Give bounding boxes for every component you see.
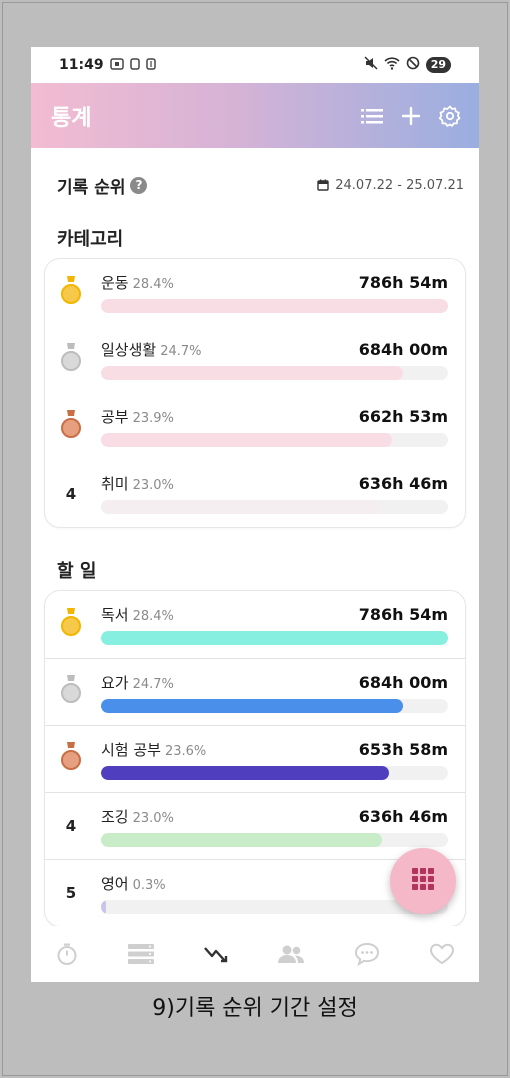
item-duration: 684h 00m [358, 672, 448, 692]
screenshot-caption: 9)기록 순위 기간 설정 [152, 996, 358, 1021]
item-percent: 28.4% [132, 277, 174, 292]
ranking-header: 기록 순위 ? 24.07.22 - 25.07.21 [44, 148, 466, 222]
progress-track [101, 299, 448, 313]
grid-icon [410, 866, 436, 896]
gear-icon[interactable] [439, 105, 461, 127]
item-duration: 662h 53m [358, 407, 448, 426]
list-item[interactable]: 공부 23.9% 662h 53m [45, 393, 465, 460]
item-name: 영어 [101, 874, 129, 893]
friends-icon[interactable] [277, 944, 305, 964]
ranking-title: 기록 순위 [57, 177, 126, 198]
bronze-medal-icon [60, 740, 82, 778]
item-duration: 786h 54m [358, 273, 448, 292]
list-icon[interactable] [361, 107, 383, 125]
help-icon[interactable]: ? [130, 176, 148, 194]
phone-screen: 11:49 29 통계 [31, 47, 479, 982]
grid-fab-button[interactable] [390, 848, 456, 914]
status-bar: 11:49 29 [31, 47, 479, 83]
item-name: 운동 [101, 274, 129, 292]
progress-track [101, 433, 448, 447]
list-item[interactable]: 시험 공부 23.6% 653h 58m [45, 725, 465, 792]
list-item[interactable]: 독서 28.4% 786h 54m [45, 591, 465, 658]
item-percent: 23.0% [132, 478, 174, 493]
progress-bar [101, 899, 107, 914]
item-duration: 786h 54m [358, 605, 448, 624]
item-name: 독서 [101, 606, 129, 624]
progress-bar [101, 366, 403, 380]
progress-track [101, 698, 448, 713]
timer-icon[interactable] [55, 942, 79, 966]
page-title: 통계 [51, 105, 92, 131]
progress-track [101, 631, 448, 645]
progress-bar [101, 433, 393, 447]
item-duration: 684h 00m [358, 340, 448, 359]
chat-icon[interactable] [354, 942, 380, 966]
progress-track [101, 765, 448, 780]
progress-bar [101, 500, 383, 514]
progress-track [101, 500, 448, 514]
todo-section-title: 할 일 [57, 561, 97, 582]
battery-indicator: 29 [425, 57, 451, 73]
item-percent: 28.4% [132, 609, 174, 624]
app-bar: 통계 [31, 83, 479, 148]
date-range-text: 24.07.22 - 25.07.21 [335, 177, 464, 193]
list-icon[interactable] [127, 943, 154, 965]
mute-icon [364, 56, 378, 74]
list-item[interactable]: 4 조깅 23.0% 636h 46m [45, 792, 465, 859]
list-item[interactable]: 요가 24.7% 684h 00m [45, 658, 465, 725]
progress-track [101, 899, 448, 914]
progress-bar [101, 832, 383, 847]
date-range-selector[interactable]: 24.07.22 - 25.07.21 [317, 178, 464, 193]
progress-bar [101, 698, 403, 713]
add-icon[interactable] [401, 106, 421, 126]
item-name: 요가 [101, 673, 129, 692]
item-percent: 0.3% [132, 877, 166, 893]
notification-icon [145, 57, 156, 73]
progress-bar [101, 765, 389, 780]
progress-bar [101, 631, 448, 645]
category-section-title: 카테고리 [57, 229, 124, 250]
stats-icon[interactable] [203, 944, 229, 964]
list-item[interactable]: 4 취미 23.0% 636h 46m [45, 460, 465, 527]
item-name: 일상생활 [101, 341, 157, 359]
bronze-medal-icon [60, 408, 82, 446]
screenshot-icon [109, 57, 124, 73]
silver-medal-icon [60, 341, 82, 379]
list-item[interactable]: 일상생활 24.7% 684h 00m [45, 326, 465, 393]
item-duration: 636h 46m [358, 806, 448, 826]
status-time: 11:49 [59, 57, 104, 73]
item-percent: 24.7% [132, 676, 174, 692]
rank-number: 4 [65, 817, 77, 835]
item-name: 취미 [101, 475, 129, 493]
bottom-navigation [31, 926, 479, 982]
gold-medal-icon [60, 274, 82, 312]
silver-medal-icon [60, 673, 82, 711]
progress-track [101, 366, 448, 380]
rank-number: 4 [65, 484, 77, 503]
item-percent: 23.6% [164, 743, 207, 759]
progress-bar [101, 299, 448, 313]
item-name: 시험 공부 [101, 740, 161, 759]
heart-icon[interactable] [429, 943, 455, 965]
rank-number: 5 [65, 884, 77, 902]
item-name: 공부 [101, 408, 129, 426]
notification-icon [129, 57, 140, 73]
progress-track [101, 832, 448, 847]
list-item[interactable]: 운동 28.4% 786h 54m [45, 259, 465, 326]
wifi-icon [384, 56, 400, 74]
item-percent: 23.9% [132, 411, 174, 426]
item-name: 조깅 [101, 807, 129, 826]
gold-medal-icon [60, 606, 82, 644]
dnd-icon [406, 56, 420, 74]
item-percent: 23.0% [132, 810, 174, 826]
category-card: 운동 28.4% 786h 54m 일상생활 24.7% 684h 00m 공부 23.9% 6… [44, 258, 466, 528]
item-duration: 636h 46m [358, 474, 448, 493]
item-duration: 653h 58m [358, 739, 448, 759]
calendar-icon [317, 179, 329, 191]
item-percent: 24.7% [160, 344, 202, 359]
